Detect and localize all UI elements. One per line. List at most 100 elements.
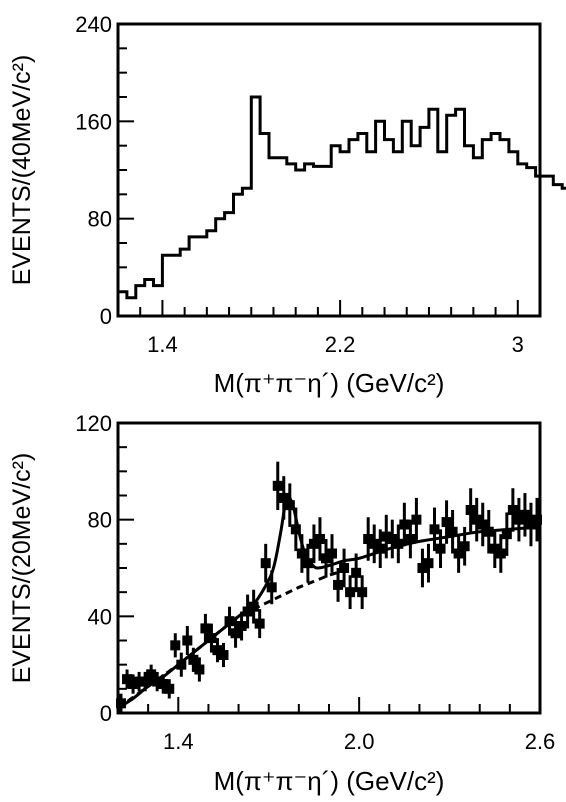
- histogram-y-tick-label: 80: [88, 207, 112, 232]
- data-point: [477, 519, 488, 530]
- data-point: [188, 654, 199, 665]
- data-point: [308, 538, 319, 549]
- data-point: [260, 558, 271, 569]
- data-point: [525, 519, 536, 530]
- data-point: [134, 676, 145, 687]
- fit-marks: [116, 461, 542, 713]
- data-point: [266, 582, 277, 593]
- fit-x-tick-label: 2.0: [344, 729, 375, 754]
- data-point: [339, 563, 350, 573]
- data-point: [531, 514, 542, 525]
- data-point: [290, 524, 301, 535]
- data-point: [176, 659, 187, 670]
- data-point: [423, 558, 434, 569]
- data-point: [495, 548, 506, 559]
- data-point: [369, 538, 380, 549]
- data-point: [116, 698, 127, 709]
- data-point: [224, 616, 235, 627]
- data-point: [393, 538, 404, 549]
- data-point: [459, 541, 470, 552]
- data-point: [230, 628, 241, 639]
- fit-y-tick-label: 0: [100, 701, 112, 726]
- data-point: [278, 492, 289, 503]
- histogram-plot-frame: [116, 22, 542, 318]
- histogram-y-tick-label: 240: [75, 12, 112, 37]
- data-point: [320, 553, 331, 564]
- histogram-panel: 0 80 160 240 1.4 2.2 3 M(π⁺π⁻η´) (GeV/c²) EVEN…: [8, 12, 566, 398]
- data-point: [242, 606, 253, 617]
- histogram-tick-marks: [118, 23, 541, 317]
- data-point: [429, 524, 440, 535]
- data-point: [236, 621, 247, 631]
- histogram-marks: [118, 95, 566, 300]
- histogram-x-axis-label: M(π⁺π⁻η´) (GeV/c²): [214, 368, 445, 398]
- data-point: [363, 534, 374, 544]
- data-point: [170, 640, 181, 651]
- data-point: [194, 664, 205, 675]
- data-point: [206, 633, 217, 644]
- background-fit-curve: [117, 568, 345, 710]
- data-point: [519, 509, 530, 520]
- data-point: [254, 618, 265, 629]
- data-point: [284, 500, 295, 511]
- data-point: [399, 519, 410, 530]
- histogram-tick-labels: 0 80 160 240 1.4 2.2 3: [75, 12, 524, 357]
- data-point: [489, 543, 500, 554]
- fit-tick-marks: [117, 422, 541, 714]
- fit-x-tick-label: 2.6: [525, 729, 556, 754]
- data-point: [507, 505, 518, 515]
- data-point: [417, 563, 428, 573]
- data-point: [381, 531, 392, 542]
- histogram-y-axis-label: EVENTS/(40MeV/c²): [8, 55, 36, 286]
- histogram-series-line: [118, 95, 566, 300]
- histogram-x-tick-label: 2.2: [325, 332, 356, 357]
- data-point: [164, 683, 175, 694]
- data-point: [302, 558, 313, 569]
- data-point: [441, 517, 452, 528]
- data-point: [140, 676, 151, 687]
- data-point: [248, 601, 259, 612]
- histogram-x-tick-label: 1.4: [147, 332, 178, 357]
- data-point: [465, 505, 476, 515]
- histogram-y-tick-label: 0: [100, 304, 112, 329]
- data-point: [453, 548, 464, 559]
- fit-y-tick-label: 80: [88, 508, 112, 533]
- fit-y-tick-label: 120: [75, 411, 112, 436]
- data-point: [357, 587, 368, 598]
- data-point: [296, 548, 307, 559]
- data-point: [345, 587, 356, 598]
- data-point: [405, 534, 416, 544]
- data-point: [387, 534, 398, 544]
- data-point: [200, 623, 211, 634]
- data-point: [146, 669, 157, 680]
- data-point: [128, 679, 139, 689]
- data-point: [471, 514, 482, 525]
- histogram-x-tick-label: 3: [512, 332, 524, 357]
- data-point: [411, 514, 422, 525]
- data-point: [333, 579, 344, 590]
- fit-x-tick-label: 1.4: [163, 729, 194, 754]
- data-point: [327, 548, 338, 559]
- data-point: [501, 529, 512, 540]
- data-point: [218, 650, 229, 660]
- data-point: [158, 679, 169, 689]
- data-point: [447, 526, 458, 537]
- data-point: [351, 567, 362, 578]
- data-point: [122, 674, 133, 685]
- data-point: [212, 645, 223, 656]
- data-point: [152, 676, 163, 687]
- fit-tick-labels: 0 40 80 120 1.4 2.0 2.6: [75, 411, 555, 754]
- fit-y-tick-label: 40: [88, 604, 112, 629]
- data-point: [314, 534, 325, 544]
- data-point: [483, 526, 494, 537]
- fit-x-axis-label: M(π⁺π⁻η´) (GeV/c²): [214, 766, 445, 796]
- fit-y-axis-label: EVENTS/(20MeV/c²): [8, 453, 36, 684]
- histogram-y-tick-label: 160: [75, 109, 112, 134]
- data-point: [182, 635, 193, 646]
- data-point: [272, 480, 283, 491]
- data-point: [513, 514, 524, 525]
- fit-panel: 0 40 80 120 1.4 2.0 2.6 M(π⁺π⁻η´) (GeV/c²) EVE…: [8, 411, 555, 796]
- data-point: [435, 543, 446, 554]
- data-point: [375, 543, 386, 554]
